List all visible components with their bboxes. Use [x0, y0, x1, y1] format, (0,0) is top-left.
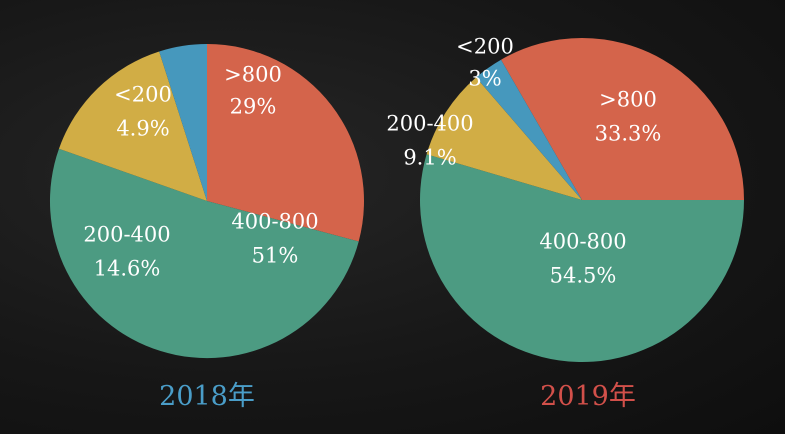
- slice-percent-label: 14.6%: [94, 257, 161, 281]
- slice-category-label: >800: [599, 88, 657, 112]
- chart-title: 2019年: [540, 381, 636, 412]
- pie-slice-400-800: [49, 148, 359, 359]
- slice-category-label: 400-800: [539, 230, 626, 254]
- slice-category-label: 200-400: [386, 112, 473, 136]
- slice-percent-label: 9.1%: [403, 146, 456, 170]
- slice-category-label: 200-400: [83, 223, 170, 247]
- slice-percent-label: 54.5%: [550, 264, 617, 288]
- slice-category-label: <200: [456, 35, 514, 59]
- slice-percent-label: 4.9%: [116, 117, 169, 141]
- slice-percent-label: 33.3%: [595, 122, 662, 146]
- pie-slice-200-400: [58, 51, 208, 202]
- chart-title: 2018年: [159, 381, 255, 412]
- pie-slice-200-400: [426, 77, 582, 200]
- slice-category-label: 400-800: [231, 210, 318, 234]
- slice-category-label: >800: [224, 63, 282, 87]
- pie-slice-<200: [159, 44, 207, 201]
- pie-chart-2019年: >800 33.3% 400-800 54.5% 200-400 9.1% <200 3%: [386, 35, 744, 363]
- pie-slice->800: [501, 37, 744, 200]
- pie-slice-<200: [476, 59, 582, 201]
- slice-percent-label: 3%: [468, 67, 501, 91]
- slice-category-label: <200: [114, 83, 172, 107]
- pie-chart-2018年: >800 29% 400-800 51% 200-400 14.6% <200 4.9%: [49, 44, 364, 359]
- slice-percent-label: 51%: [252, 244, 299, 268]
- pie-slice->800: [207, 44, 364, 242]
- slice-percent-label: 29%: [230, 95, 277, 119]
- pie-slice-400-800: [420, 154, 744, 363]
